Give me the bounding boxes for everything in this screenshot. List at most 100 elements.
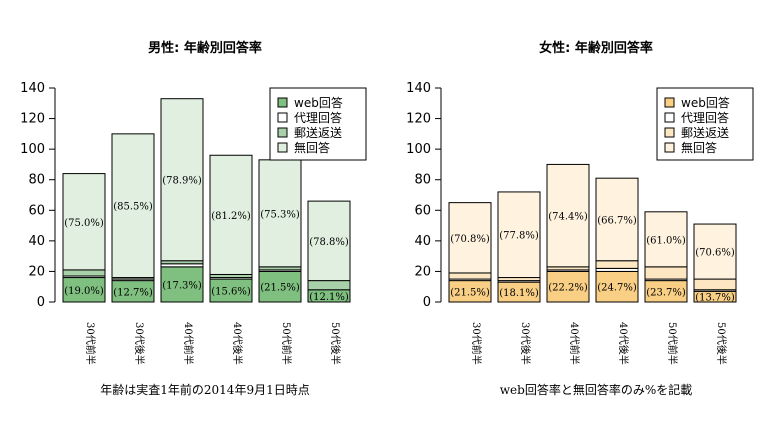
- bar-segment-none: [693, 223, 737, 280]
- bar-segment-none: [595, 177, 639, 262]
- y-tick-label: 120: [406, 112, 431, 127]
- bar-segment-web: [595, 270, 639, 303]
- chart-title: 女性: 年齢別回答率: [539, 40, 653, 56]
- bar-segment-none: [546, 163, 590, 268]
- bar-group: (15.6%) (81.2%) 40代後半: [209, 154, 253, 365]
- bar-group: (12.1%) (78.8%) 50代後半: [307, 200, 351, 365]
- category-label: 30代後半: [133, 322, 146, 365]
- web-rate-label: (21.5%): [450, 287, 490, 298]
- bar-segment-mail: [62, 269, 106, 277]
- legend-label: 無回答: [294, 140, 330, 155]
- bar-segment-none: [111, 133, 155, 279]
- legend-label: web回答: [294, 95, 343, 110]
- chart-panel-female: 女性: 年齢別回答率 0 20 40 60 80 100 120 140 (21.5%) (70.8…: [406, 40, 754, 397]
- bar-group: (13.7%) (70.6%) 50代後半: [693, 223, 737, 365]
- y-tick-label: 0: [423, 295, 431, 310]
- no-answer-rate-label: (85.5%): [113, 202, 153, 213]
- chart-panel-male: 男性: 年齢別回答率 0 20 40 60 80 100 120 140 (19.0%) (75.0…: [20, 40, 367, 397]
- chart-note: 年齢は実査1年前の2014年9月1日時点: [100, 382, 309, 397]
- bar-segment-none: [644, 211, 688, 268]
- bar-segment-mail: [307, 280, 351, 291]
- web-rate-label: (21.5%): [260, 283, 300, 294]
- web-rate-label: (15.6%): [211, 287, 251, 298]
- bar-group: (22.2%) (74.4%) 40代前半: [546, 163, 590, 365]
- legend-swatch: [277, 142, 288, 153]
- no-answer-rate-label: (74.4%): [548, 212, 588, 223]
- y-tick-label: 100: [20, 142, 45, 157]
- web-rate-label: (22.2%): [548, 283, 588, 294]
- legend-swatch: [277, 112, 288, 123]
- web-rate-label: (18.1%): [499, 288, 539, 299]
- legend-label: 無回答: [681, 140, 717, 155]
- category-label: 40代後半: [617, 322, 630, 365]
- bar-group: (18.1%) (77.8%) 30代後半: [497, 191, 541, 365]
- bar-segment-none: [448, 202, 492, 274]
- web-rate-label: (13.7%): [695, 293, 735, 304]
- no-answer-rate-label: (66.7%): [597, 215, 637, 226]
- y-tick-label: 0: [37, 295, 45, 310]
- no-answer-rate-label: (75.0%): [64, 218, 104, 229]
- bar-segment-mail: [693, 278, 737, 291]
- y-tick-label: 40: [28, 234, 45, 249]
- y-tick-label: 20: [28, 264, 45, 279]
- bar-group: (17.3%) (78.9%) 40代前半: [160, 98, 204, 365]
- category-label: 40代前半: [182, 322, 195, 365]
- legend-swatch: [277, 97, 288, 108]
- category-label: 50代後半: [715, 322, 728, 365]
- category-label: 50代前半: [280, 322, 293, 365]
- no-answer-rate-label: (70.8%): [450, 234, 490, 245]
- y-tick-label: 100: [406, 142, 431, 157]
- web-rate-label: (19.0%): [64, 286, 104, 297]
- category-label: 40代前半: [568, 322, 581, 365]
- legend-swatch: [664, 127, 675, 138]
- web-rate-label: (17.3%): [162, 280, 202, 291]
- no-answer-rate-label: (77.8%): [499, 231, 539, 242]
- web-rate-label: (12.1%): [309, 292, 349, 303]
- bar-group: (23.7%) (61.0%) 50代前半: [644, 211, 688, 365]
- web-rate-label: (12.7%): [113, 287, 153, 298]
- bar-segment-mail: [448, 272, 492, 280]
- no-answer-rate-label: (81.2%): [211, 211, 251, 222]
- legend-swatch: [664, 142, 675, 153]
- bar-segment-none: [209, 154, 253, 275]
- bar-group: (19.0%) (75.0%) 30代前半: [62, 173, 106, 365]
- bar-segment-none: [160, 98, 204, 262]
- y-tick-label: 80: [414, 173, 431, 188]
- legend-label: 代理回答: [681, 110, 729, 125]
- legend-swatch: [277, 127, 288, 138]
- bar-group: (21.5%) (70.8%) 30代前半: [448, 202, 492, 365]
- legend-swatch: [664, 112, 675, 123]
- no-answer-rate-label: (61.0%): [646, 235, 686, 246]
- y-tick-label: 60: [28, 203, 45, 218]
- bar-segment-none: [62, 173, 106, 271]
- web-rate-label: (23.7%): [646, 287, 686, 298]
- legend-label: 郵送返送: [294, 125, 342, 140]
- bar-group: (24.7%) (66.7%) 40代後半: [595, 177, 639, 365]
- bar-group: (21.5%) (75.3%) 50代前半: [258, 159, 302, 365]
- no-answer-rate-label: (75.3%): [260, 209, 300, 220]
- category-label: 50代前半: [666, 322, 679, 365]
- y-tick-label: 140: [406, 81, 431, 96]
- category-label: 30代前半: [470, 322, 483, 365]
- web-rate-label: (24.7%): [597, 283, 637, 294]
- category-label: 30代前半: [84, 322, 97, 365]
- category-label: 40代後半: [231, 322, 244, 365]
- no-answer-rate-label: (70.6%): [695, 248, 735, 259]
- legend-label: web回答: [681, 95, 730, 110]
- bar-segment-mail: [595, 260, 639, 269]
- bar-segment-mail: [644, 266, 688, 280]
- bar-segment-none: [307, 200, 351, 282]
- chart-note: web回答率と無回答率のみ%を記載: [500, 382, 692, 397]
- y-tick-label: 80: [28, 173, 45, 188]
- category-label: 50代後半: [329, 322, 342, 365]
- no-answer-rate-label: (78.9%): [162, 176, 202, 187]
- y-tick-label: 20: [414, 264, 431, 279]
- bar-segment-web: [258, 270, 302, 303]
- y-tick-label: 120: [20, 112, 45, 127]
- y-tick-label: 40: [414, 234, 431, 249]
- no-answer-rate-label: (78.8%): [309, 237, 349, 248]
